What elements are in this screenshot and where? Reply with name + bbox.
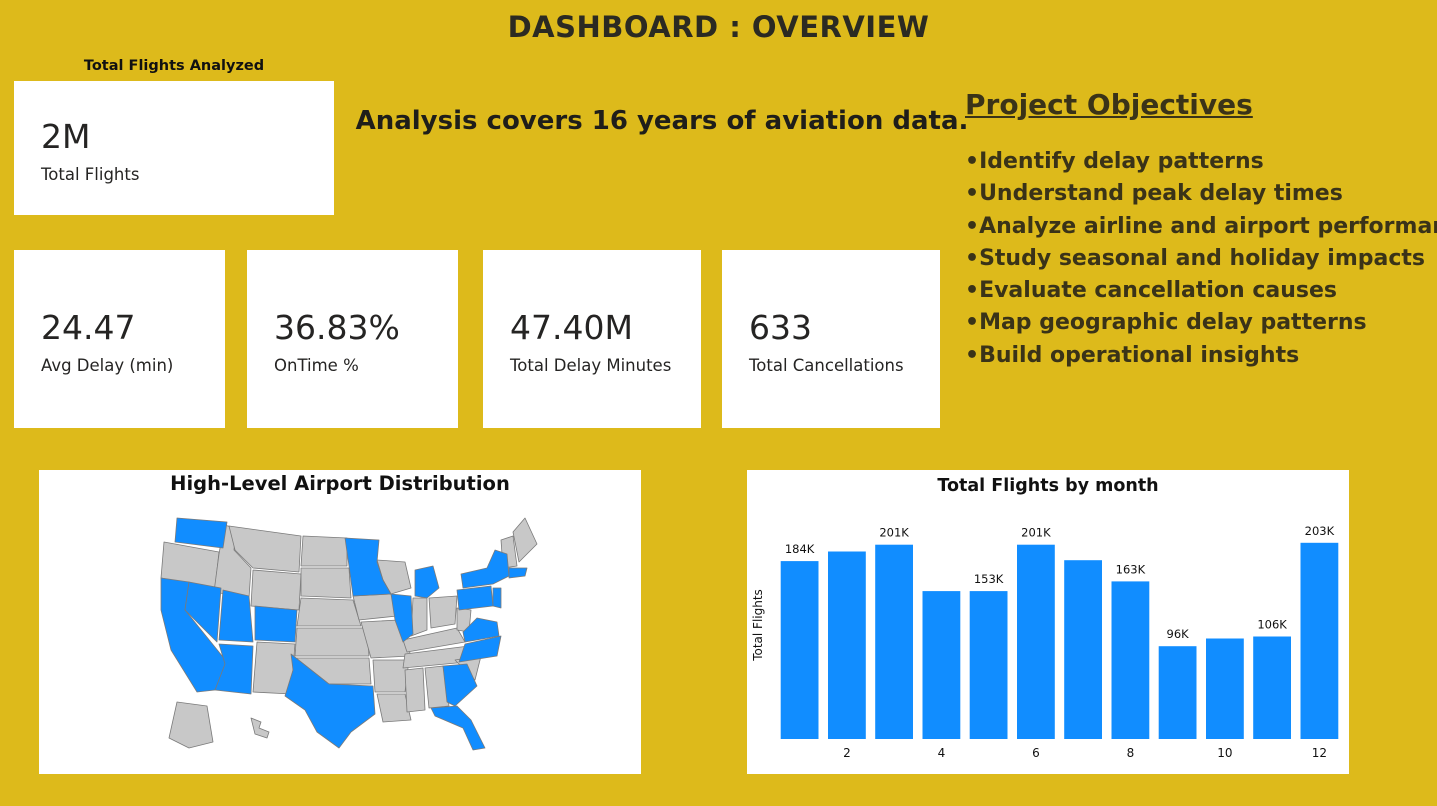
- state-virginia[interactable]: [462, 617, 500, 643]
- objective-item: Understand peak delay times: [965, 178, 1437, 210]
- us-map[interactable]: [39, 470, 641, 774]
- bar-data-label: 106K: [1257, 618, 1287, 632]
- x-tick-label: 8: [1127, 746, 1135, 760]
- objective-item: Map geographic delay patterns: [965, 307, 1437, 339]
- x-tick-label: 6: [1032, 746, 1040, 760]
- bar-month-1[interactable]: [780, 561, 819, 739]
- map-title: High-Level Airport Distribution: [170, 472, 510, 495]
- kpi-value: 47.40M: [510, 308, 633, 347]
- state-alabama[interactable]: [424, 665, 450, 709]
- kpi-label: Total Delay Minutes: [510, 356, 672, 375]
- state-wyoming[interactable]: [250, 569, 302, 611]
- bar-month-5[interactable]: [969, 591, 1008, 739]
- state-hawaii[interactable]: [250, 717, 270, 739]
- kpi-value: 633: [749, 308, 812, 347]
- state-montana[interactable]: [228, 525, 302, 573]
- objective-item: Identify delay patterns: [965, 146, 1437, 178]
- x-tick-label: 12: [1312, 746, 1327, 760]
- objective-item: Evaluate cancellation causes: [965, 275, 1437, 307]
- bar-data-label: 201K: [1021, 526, 1051, 540]
- state-kansas[interactable]: [294, 627, 370, 657]
- state-arizona[interactable]: [214, 643, 254, 695]
- state-ohio[interactable]: [428, 595, 458, 629]
- bar-month-10[interactable]: [1206, 638, 1244, 740]
- state-new-jersey[interactable]: [492, 587, 502, 609]
- state-utah[interactable]: [218, 589, 254, 643]
- state-louisiana[interactable]: [376, 693, 412, 723]
- state-illinois[interactable]: [390, 593, 414, 643]
- bar-month-2[interactable]: [828, 551, 866, 740]
- bar-month-9[interactable]: [1158, 646, 1197, 739]
- kpi-label: Total Cancellations: [749, 356, 904, 375]
- total-flights-label: Total Flights: [41, 165, 140, 184]
- total-flights-card[interactable]: 2M Total Flights: [14, 81, 334, 215]
- bar-month-7[interactable]: [1064, 560, 1102, 739]
- headline-text: Analysis covers 16 years of aviation dat…: [355, 106, 969, 136]
- bar-data-label: 184K: [785, 542, 815, 556]
- total-flights-caption: Total Flights Analyzed: [83, 58, 265, 74]
- objective-item: Analyze airline and airport performance: [965, 211, 1437, 243]
- state-washington[interactable]: [174, 517, 228, 549]
- kpi-card-ontime[interactable]: 36.83% OnTime %: [247, 250, 458, 428]
- state-alaska[interactable]: [168, 701, 214, 749]
- state-michigan[interactable]: [414, 565, 440, 599]
- kpi-card-avg-delay[interactable]: 24.47 Avg Delay (min): [14, 250, 225, 428]
- state-massachusetts[interactable]: [508, 567, 528, 579]
- map-panel[interactable]: High-Level Airport Distribution: [39, 470, 641, 774]
- bar-month-8[interactable]: [1111, 581, 1150, 739]
- state-florida[interactable]: [430, 705, 486, 751]
- objectives-list: Identify delay patterns Understand peak …: [965, 146, 1437, 372]
- page-title: DASHBOARD : OVERVIEW: [507, 10, 930, 44]
- state-minnesota[interactable]: [344, 537, 392, 597]
- bar-month-3[interactable]: [875, 544, 913, 739]
- state-north-dakota[interactable]: [300, 535, 348, 567]
- state-nebraska[interactable]: [296, 597, 362, 627]
- bar-data-label: 163K: [1116, 562, 1146, 576]
- bar-data-label: 153K: [974, 572, 1004, 586]
- chart-title: Total Flights by month: [937, 476, 1158, 496]
- state-indiana[interactable]: [410, 597, 428, 637]
- bar-chart-panel[interactable]: Total Flights by month Total Flights 184…: [747, 470, 1349, 774]
- state-mississippi[interactable]: [404, 667, 426, 713]
- kpi-value: 36.83%: [274, 308, 400, 347]
- state-north-carolina[interactable]: [458, 635, 502, 663]
- objectives-title: Project Objectives: [965, 88, 1253, 121]
- objective-item: Study seasonal and holiday impacts: [965, 243, 1437, 275]
- bar-month-12[interactable]: [1300, 542, 1339, 739]
- state-pennsylvania[interactable]: [456, 585, 494, 611]
- objective-item: Build operational insights: [965, 340, 1437, 372]
- total-flights-value: 2M: [41, 117, 91, 156]
- x-tick-label: 2: [843, 746, 851, 760]
- state-maine[interactable]: [512, 517, 538, 563]
- state-south-dakota[interactable]: [300, 567, 352, 599]
- state-nevada[interactable]: [184, 581, 222, 643]
- kpi-card-cancellations[interactable]: 633 Total Cancellations: [722, 250, 940, 428]
- kpi-label: Avg Delay (min): [41, 356, 174, 375]
- bar-data-label: 201K: [879, 526, 909, 540]
- state-texas[interactable]: [284, 653, 376, 749]
- bar-data-label: 96K: [1167, 627, 1190, 641]
- state-georgia[interactable]: [442, 663, 478, 707]
- bar-data-label: 203K: [1305, 524, 1335, 538]
- x-tick-label: 10: [1217, 746, 1232, 760]
- kpi-value: 24.47: [41, 308, 136, 347]
- x-tick-label: 4: [938, 746, 946, 760]
- chart-y-axis-label: Total Flights: [751, 589, 765, 662]
- kpi-label: OnTime %: [274, 356, 359, 375]
- bar-month-6[interactable]: [1017, 544, 1055, 739]
- bar-month-4[interactable]: [922, 591, 961, 739]
- state-new-york[interactable]: [460, 549, 510, 589]
- state-arkansas[interactable]: [372, 659, 410, 693]
- kpi-card-total-delay[interactable]: 47.40M Total Delay Minutes: [483, 250, 701, 428]
- flights-by-month-chart[interactable]: Total Flights by month Total Flights 184…: [747, 470, 1349, 774]
- state-iowa[interactable]: [352, 593, 398, 621]
- state-colorado[interactable]: [254, 605, 298, 643]
- bar-month-11[interactable]: [1253, 636, 1291, 740]
